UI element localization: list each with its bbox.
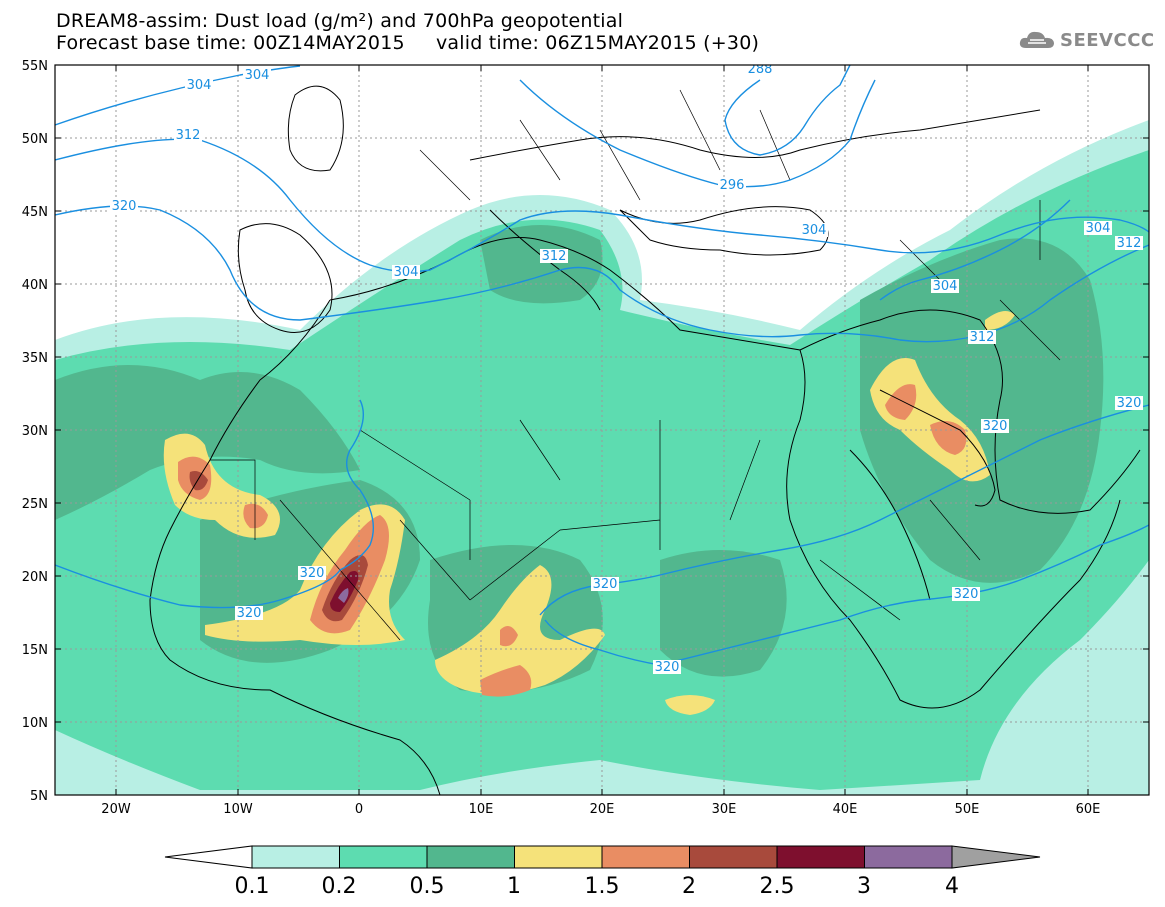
contour-labels: 304 304 312 320 304 312 [110,62,1143,675]
lon-label: 0 [355,802,363,817]
svg-text:312: 312 [542,249,567,264]
svg-text:304: 304 [187,78,212,93]
contour-label: 320 [110,199,138,214]
contour-label: 312 [1115,236,1143,251]
colorbar: 0.1 0.2 0.5 1 1.5 2 2.5 3 4 [164,845,1041,899]
colorbar-label: 0.1 [235,874,270,899]
svg-text:304: 304 [245,68,270,83]
axis-ticks [55,64,1149,796]
lat-label: 30N [22,424,48,439]
lon-label: 60E [1076,802,1101,817]
svg-text:288: 288 [748,62,773,77]
svg-text:304: 304 [394,265,419,280]
contour-label: 320 [952,587,980,602]
lon-label: 50E [955,802,980,817]
colorbar-low-arrow [164,845,253,869]
cloud-icon [1019,31,1054,48]
svg-text:320: 320 [300,566,325,581]
colorbar-box [689,845,778,869]
svg-text:320: 320 [983,419,1008,434]
lat-label: 55N [22,59,48,74]
colorbar-label: 4 [945,874,959,899]
lat-label: 20N [22,570,48,585]
colorbar-label: 2 [682,874,696,899]
map-panel: 304 304 312 320 304 312 [55,62,1149,795]
svg-text:320: 320 [593,577,618,592]
colorbar-box [426,845,515,869]
contour-label: 304 [1084,221,1112,236]
lat-label: 10N [22,716,48,731]
svg-text:320: 320 [112,199,137,214]
svg-text:304: 304 [802,223,827,238]
contour-label: 304 [185,78,213,93]
svg-text:304: 304 [1086,221,1111,236]
svg-text:320: 320 [1117,396,1142,411]
contour-label: 296 [718,178,746,193]
colorbar-label: 2.5 [760,874,795,899]
lon-label: 10E [469,802,494,817]
contour-label: 288 [746,62,774,77]
colorbar-box [864,845,953,869]
contour-label: 312 [540,249,568,264]
colorbar-box [601,845,690,869]
lon-label: 40E [833,802,858,817]
latitude-labels: 55N 50N 45N 40N 35N 30N 25N 20N 15N 10N … [22,59,48,804]
lat-label: 45N [22,205,48,220]
lat-label: 25N [22,497,48,512]
colorbar-label: 1 [507,874,521,899]
colorbar-box [339,845,428,869]
colorbar-label: 3 [857,874,871,899]
contour-label: 320 [653,660,681,675]
svg-text:312: 312 [970,330,995,345]
longitude-labels: 20W 10W 0 10E 20E 30E 40E 50E 60E [101,802,1100,817]
colorbar-label: 0.5 [410,874,445,899]
colorbar-box [776,845,865,869]
dust-3.0-field [338,588,349,603]
svg-text:304: 304 [933,279,958,294]
lat-label: 5N [30,789,48,804]
contour-label: 304 [931,279,959,294]
contour-label: 304 [800,223,828,238]
lon-label: 30E [712,802,737,817]
svg-text:312: 312 [176,128,201,143]
contour-label: 312 [968,330,996,345]
chart-title: DREAM8-assim: Dust load (g/m²) and 700hP… [56,10,624,32]
contour-label: 320 [235,606,263,621]
contour-label: 320 [591,577,619,592]
chart-subtitle: Forecast base time: 00Z14MAY2015 valid t… [56,32,760,54]
lat-label: 40N [22,278,48,293]
svg-text:320: 320 [237,606,262,621]
colorbar-label: 0.2 [322,874,357,899]
colorbar-high-arrow [951,845,1041,869]
graticule [55,65,1149,795]
lon-label: 20E [590,802,615,817]
svg-text:320: 320 [655,660,680,675]
contour-label: 320 [298,566,326,581]
lat-label: 50N [22,132,48,147]
lat-label: 15N [22,643,48,658]
colorbar-labels: 0.1 0.2 0.5 1 1.5 2 2.5 3 4 [235,874,960,899]
seevccc-logo: SEEVCCC [1018,28,1155,52]
lon-label: 10W [223,802,253,817]
contour-label: 312 [174,128,202,143]
colorbar-box [251,845,340,869]
lon-label: 20W [101,802,131,817]
lat-label: 35N [22,351,48,366]
svg-text:312: 312 [1117,236,1142,251]
logo-text: SEEVCCC [1060,29,1155,51]
svg-text:296: 296 [720,178,745,193]
contour-label: 320 [981,419,1009,434]
colorbar-boxes [251,845,953,869]
colorbar-box [514,845,603,869]
svg-text:320: 320 [954,587,979,602]
contour-label: 320 [1115,396,1143,411]
coastlines [149,85,1141,795]
colorbar-label: 1.5 [585,874,620,899]
contour-label: 304 [392,265,420,280]
contour-label: 304 [243,68,271,83]
